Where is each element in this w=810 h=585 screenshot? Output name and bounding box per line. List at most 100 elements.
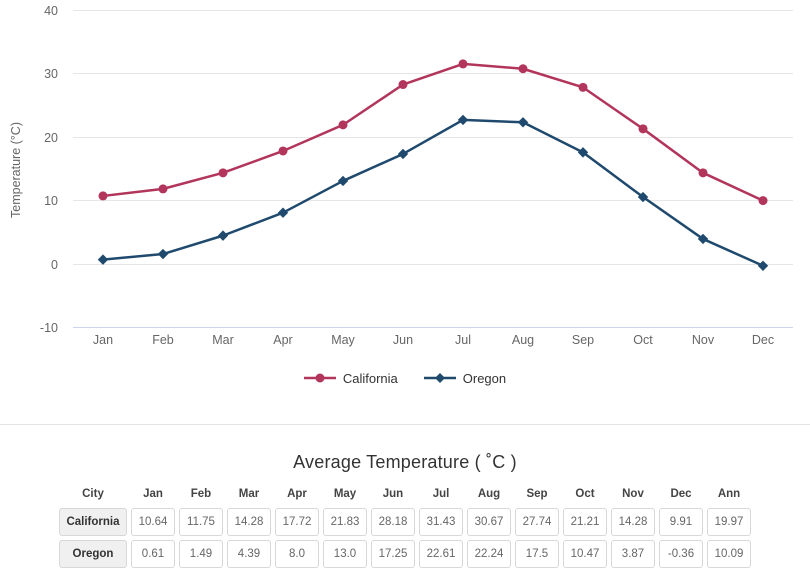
y-axis-title: Temperature (°C): [9, 122, 23, 218]
section-divider: [0, 424, 810, 425]
table-row-oregon: Oregon 0.61 1.49 4.39 8.0 13.0 17.25 22.61 22.24…: [59, 540, 751, 568]
x-tick-label: Jan: [93, 333, 113, 347]
value-cell: 31.43: [419, 508, 463, 536]
value-cell: 21.83: [323, 508, 367, 536]
series-line-oregon: [101, 118, 765, 268]
value-cell: 22.24: [467, 540, 511, 568]
value-cell: 10.64: [131, 508, 175, 536]
value-cell: 14.28: [227, 508, 271, 536]
data-point: [698, 168, 708, 178]
data-point: [218, 168, 228, 178]
table-header-row: City Jan Feb Mar Apr May Jun Jul Aug Sep Oct Nov Dec…: [59, 485, 751, 504]
temperature-table: City Jan Feb Mar Apr May Jun Jul Aug Sep Oct Nov Dec…: [55, 481, 755, 572]
x-tick-label: Jul: [455, 333, 471, 347]
x-tick-label: Feb: [152, 333, 174, 347]
data-point: [577, 147, 589, 158]
value-cell: 8.0: [275, 540, 319, 568]
column-header-nov: Nov: [622, 488, 644, 500]
data-point: [697, 233, 709, 245]
city-cell: California: [59, 508, 127, 536]
temperature-chart: 40 30 20 10 0 -10 Jan Feb Mar Apr May Jun Jul Aug Sep O…: [0, 4, 810, 387]
x-tick-label: Sep: [572, 333, 594, 347]
data-point: [637, 191, 649, 203]
value-cell: 28.18: [371, 508, 415, 536]
column-header-apr: Apr: [287, 488, 307, 500]
series-line-california: [101, 62, 765, 202]
data-point: [157, 248, 169, 260]
x-tick-label: Apr: [273, 333, 292, 347]
value-cell: 21.21: [563, 508, 607, 536]
data-point: [757, 260, 769, 271]
x-tick-label: Dec: [752, 333, 774, 347]
data-point: [338, 120, 348, 130]
diamond-marker-icon: [423, 373, 456, 383]
column-header-ann: Ann: [717, 488, 741, 500]
data-point: [217, 230, 229, 241]
line-chart-canvas: 40 30 20 10 0 -10 Jan Feb Mar Apr May Jun Jul Aug Sep O…: [9, 4, 793, 347]
data-point: [457, 114, 469, 126]
value-cell: 27.74: [515, 508, 559, 536]
value-cell: 14.28: [611, 508, 655, 536]
data-point: [458, 59, 468, 69]
city-cell: Oregon: [59, 540, 127, 568]
x-tick-label: Nov: [692, 333, 715, 347]
data-point: [517, 117, 529, 128]
column-header-feb: Feb: [190, 488, 212, 500]
column-header-sep: Sep: [526, 488, 548, 500]
value-cell: 10.47: [563, 540, 607, 568]
y-tick-label: 10: [44, 194, 58, 208]
y-tick-label: 40: [44, 4, 58, 18]
value-cell: 17.25: [371, 540, 415, 568]
data-point: [398, 80, 408, 90]
column-header-jul: Jul: [432, 488, 450, 500]
x-tick-label: Jun: [393, 333, 413, 347]
circle-marker-icon: [303, 373, 336, 383]
value-cell: 9.91: [659, 508, 703, 536]
data-point: [578, 82, 588, 92]
value-cell: 19.97: [707, 508, 751, 536]
x-tick-label: May: [331, 333, 355, 347]
value-cell: 10.09: [707, 540, 751, 568]
data-point: [98, 191, 108, 201]
table-title: Average Temperature ( ˚C ): [293, 452, 517, 472]
y-tick-label: 0: [51, 258, 58, 272]
column-header-mar: Mar: [238, 488, 260, 500]
table-section: Average Temperature ( ˚C ) City Jan Feb Mar…: [0, 452, 810, 572]
x-tick-label: Aug: [512, 333, 534, 347]
data-point: [638, 124, 648, 134]
column-header-city: City: [82, 488, 104, 500]
legend-item-california[interactable]: California: [303, 370, 398, 386]
data-point: [158, 184, 168, 194]
legend-label: California: [342, 370, 398, 386]
table-row-california: California 10.64 11.75 14.28 17.72 21.83 28.18…: [59, 508, 751, 536]
value-cell: 22.61: [419, 540, 463, 568]
legend-label: Oregon: [462, 370, 507, 386]
x-tick-label: Mar: [212, 333, 234, 347]
value-cell: 17.72: [275, 508, 319, 536]
column-header-aug: Aug: [477, 488, 501, 500]
value-cell: 0.61: [131, 540, 175, 568]
y-tick-label: 20: [44, 131, 58, 145]
data-point: [518, 64, 528, 74]
data-point: [758, 196, 768, 206]
x-tick-label: Oct: [633, 333, 653, 347]
chart-legend: California Oregon: [0, 369, 810, 387]
column-header-oct: Oct: [575, 488, 595, 500]
legend-item-oregon[interactable]: Oregon: [423, 370, 507, 386]
data-point: [397, 148, 409, 160]
value-cell: 30.67: [467, 508, 511, 536]
data-point: [278, 146, 288, 156]
value-cell: 13.0: [323, 540, 367, 568]
y-tick-label: 30: [44, 67, 58, 81]
y-tick-label: -10: [40, 321, 58, 335]
data-point: [277, 207, 289, 218]
value-cell: 11.75: [179, 508, 223, 536]
value-cell: 1.49: [179, 540, 223, 568]
column-header-jun: Jun: [382, 488, 404, 500]
value-cell: 17.5: [515, 540, 559, 568]
column-header-may: May: [333, 488, 357, 500]
value-cell: -0.36: [659, 540, 703, 568]
value-cell: 4.39: [227, 540, 271, 568]
column-header-jan: Jan: [143, 488, 163, 500]
